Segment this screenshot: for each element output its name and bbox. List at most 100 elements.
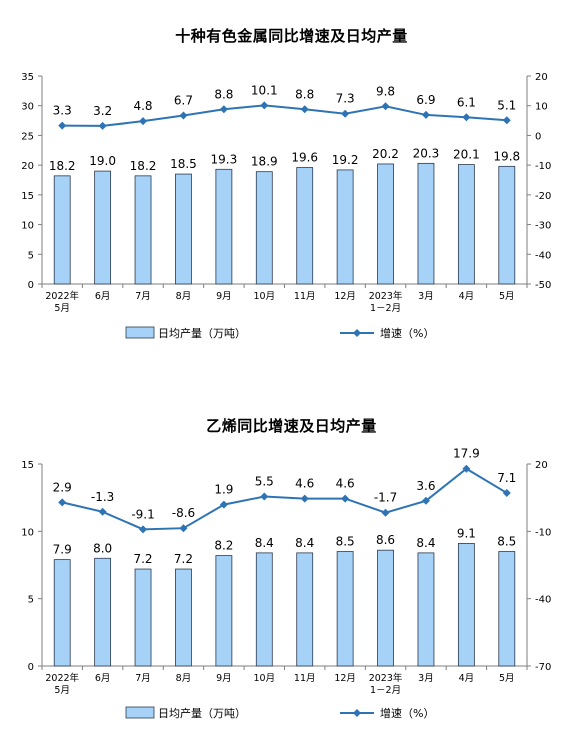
line-data-label: 3.6 <box>416 479 435 493</box>
bar <box>377 549 394 667</box>
growth-line <box>61 467 508 531</box>
legend-line-marker <box>353 709 361 717</box>
y-tick-label-right: 20 <box>535 460 548 471</box>
bar-data-label: 7.2 <box>133 552 152 566</box>
y-tick-label-left: 5 <box>28 595 34 606</box>
x-tick-label: 6月 <box>95 673 111 684</box>
bar <box>457 164 475 285</box>
y-tick-label-right: -30 <box>535 221 551 232</box>
bar <box>296 167 314 285</box>
bar <box>457 543 475 667</box>
y-tick-label-right: -20 <box>535 191 551 202</box>
y-tick-label-right: -40 <box>535 250 551 261</box>
bar-data-label: 9.1 <box>457 526 476 540</box>
line-data-label: -1.3 <box>91 490 114 504</box>
line-data-label: 5.5 <box>255 475 274 489</box>
x-tick-label: 3月 <box>418 291 434 302</box>
line-point <box>98 121 107 130</box>
y-tick-label-left: 10 <box>21 221 34 232</box>
line-data-label: 2.9 <box>53 480 72 494</box>
legend-bar-swatch <box>125 706 155 719</box>
line-point <box>219 105 228 114</box>
line-data-label: 5.1 <box>497 98 516 112</box>
y-tick-label-left: 20 <box>21 161 34 172</box>
y-tick-label-right: -70 <box>535 662 551 673</box>
line-data-label: 8.8 <box>214 87 233 101</box>
line-data-label: 8.8 <box>295 87 314 101</box>
bar-data-label: 8.2 <box>214 539 233 553</box>
line-data-label: 3.2 <box>93 104 112 118</box>
x-tick-label: 8月 <box>176 673 192 684</box>
line-point <box>260 101 269 110</box>
line-data-label: -1.7 <box>374 491 397 505</box>
x-tick-label: 3月 <box>418 673 434 684</box>
legend-line-label: 增速（%） <box>380 706 434 720</box>
line-data-label: 6.9 <box>416 93 435 107</box>
bar <box>255 552 273 667</box>
x-tick-label: 2022年 <box>45 672 79 684</box>
bar-data-label: 7.9 <box>53 543 72 557</box>
bar <box>215 168 233 285</box>
line-data-label: -8.6 <box>172 506 195 520</box>
bar <box>94 170 112 285</box>
chart-panel-nonferrous: 十种有色金属同比增速及日均产量 0 5 10 15 20 25 30 35 -50 -40 -30 -… <box>0 0 583 376</box>
x-tick-label: 5月 <box>499 673 515 684</box>
bar <box>53 559 71 667</box>
line-point <box>502 488 511 497</box>
x-tick-label: 11月 <box>294 673 316 684</box>
line-data-label: 4.8 <box>133 99 152 113</box>
legend-line-label: 增速（%） <box>380 326 434 340</box>
line-data-label: -9.1 <box>131 507 154 521</box>
line-point <box>300 105 309 114</box>
x-tick-label: 4月 <box>459 291 475 302</box>
y-tick-label-left: 15 <box>21 460 34 471</box>
x-tick-label: 5月 <box>54 303 70 314</box>
x-tick-label: 7月 <box>135 291 151 302</box>
line-point <box>219 500 228 509</box>
bar-data-label: 18.2 <box>130 159 157 173</box>
bar-data-label: 20.2 <box>372 147 399 161</box>
line-point <box>139 117 148 126</box>
bar-data-label: 20.3 <box>413 146 440 160</box>
y-tick-label-left: 5 <box>28 250 34 261</box>
x-tick-label: 2023年 <box>369 672 403 684</box>
bar-data-label: 19.8 <box>493 149 520 163</box>
x-tick-label: 1－2月 <box>370 685 401 696</box>
y-tick-label-left: 0 <box>28 280 34 291</box>
bar-data-label: 7.2 <box>174 552 193 566</box>
x-tick-label: 5月 <box>499 291 515 302</box>
bar <box>255 171 273 285</box>
x-tick-label: 6月 <box>95 291 111 302</box>
bar <box>134 568 152 667</box>
bar <box>417 552 435 667</box>
x-tick-label: 1－2月 <box>370 303 401 314</box>
bar <box>498 165 516 285</box>
y-tick-label-left: 10 <box>21 527 34 538</box>
bar <box>498 551 516 667</box>
x-tick-label: 10月 <box>253 673 275 684</box>
bar <box>336 551 354 667</box>
y-tick-label-left: 35 <box>21 72 34 83</box>
bar <box>134 175 152 285</box>
bar-data-label: 8.4 <box>416 536 435 550</box>
bar-data-label: 8.6 <box>376 533 395 547</box>
x-tick-label: 8月 <box>176 291 192 302</box>
y-tick-label-right: 10 <box>535 102 548 113</box>
legend-bar-label: 日均产量（万吨） <box>158 706 246 720</box>
y-tick-label-right: 20 <box>535 72 548 83</box>
line-point <box>139 525 148 534</box>
bar-data-label: 8.5 <box>336 535 355 549</box>
line-point <box>300 494 309 503</box>
growth-line <box>62 104 507 127</box>
line-data-label: 7.3 <box>336 92 355 106</box>
x-tick-label: 12月 <box>334 673 356 684</box>
legend-bar-label: 日均产量（万吨） <box>158 326 246 340</box>
y-tick-label-right: 0 <box>535 131 541 142</box>
line-data-label: 4.6 <box>295 477 314 491</box>
bar-data-label: 19.6 <box>291 151 318 165</box>
line-data-label: 6.1 <box>457 95 476 109</box>
line-point <box>260 492 269 501</box>
bar-data-label: 8.5 <box>497 535 516 549</box>
y-tick-label-left: 15 <box>21 191 34 202</box>
bar-data-label: 19.3 <box>211 152 238 166</box>
